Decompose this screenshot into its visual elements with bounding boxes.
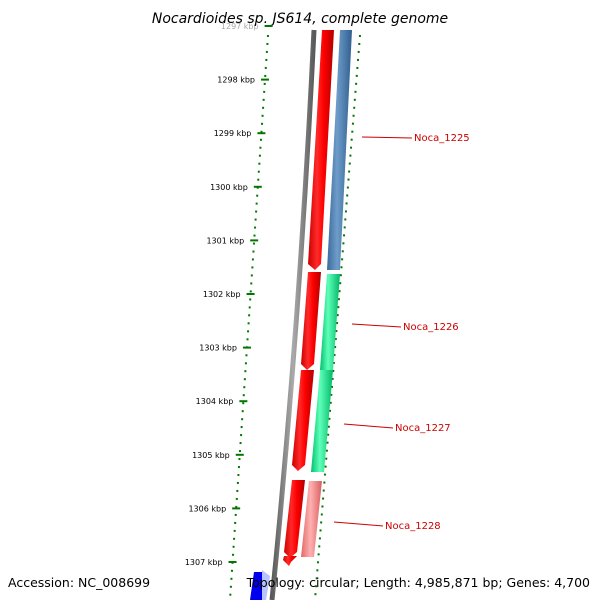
- ruler-tick-label: 1301 kbp: [206, 236, 244, 245]
- backbone-line: [269, 29, 317, 600]
- outer-dotted-line: [314, 34, 361, 600]
- ruler-tick-label: 1300 kbp: [210, 183, 248, 192]
- ruler-tick-label: 1297 kbp: [221, 22, 259, 31]
- ruler-tick-label: 1307 kbp: [185, 558, 223, 567]
- bottom-feature-highlight: [262, 570, 270, 600]
- cds-arrow: [292, 370, 314, 471]
- ruler-tick-label: 1302 kbp: [203, 290, 241, 299]
- gene-noca-1227-block: [311, 370, 333, 472]
- ruler-tick-label: 1306 kbp: [188, 504, 226, 513]
- gene-label-leader: [333, 521, 384, 527]
- ruler-tick-label: 1298 kbp: [217, 76, 255, 85]
- gene-noca-1225-block: [327, 30, 352, 270]
- gene-track: [301, 30, 352, 557]
- ruler-tick-label: 1299 kbp: [214, 129, 252, 138]
- gene-labels: Noca_1225 Noca_1226 Noca_1227 Noca_1228: [333, 133, 470, 532]
- gene-noca-1226-block: [320, 274, 340, 370]
- gene-label-leader: [351, 323, 402, 328]
- gene-label: Noca_1225: [414, 133, 470, 144]
- gene-label: Noca_1228: [385, 521, 441, 532]
- ruler-ticks: 1297 kbp 1298 kbp 1299 kbp 1300 kbp 1301 kbp…: [185, 22, 273, 567]
- gene-label-leader: [361, 136, 413, 139]
- cds-arrow: [301, 272, 321, 370]
- map-title: Nocardioides sp. JS614, complete genome: [152, 11, 448, 27]
- ruler-tick-label: 1303 kbp: [199, 344, 237, 353]
- ruler-tick-label: 1305 kbp: [192, 451, 230, 460]
- cds-arrow: [284, 480, 305, 558]
- cds-arrow: [308, 30, 334, 270]
- cds-arrow: [283, 556, 297, 566]
- cds-track: [283, 30, 334, 566]
- genome-summary-text: Topology: circular; Length: 4,985,871 bp…: [246, 575, 590, 590]
- gene-noca-1228-block: [301, 481, 322, 557]
- ruler-tick-label: 1304 kbp: [196, 397, 234, 406]
- gene-label-leader: [343, 423, 394, 429]
- gene-label: Noca_1227: [395, 423, 451, 434]
- gene-label: Noca_1226: [403, 322, 459, 333]
- accession-text: Accession: NC_008699: [8, 575, 150, 590]
- bottom-feature: [250, 572, 264, 600]
- ruler-line: [229, 34, 269, 600]
